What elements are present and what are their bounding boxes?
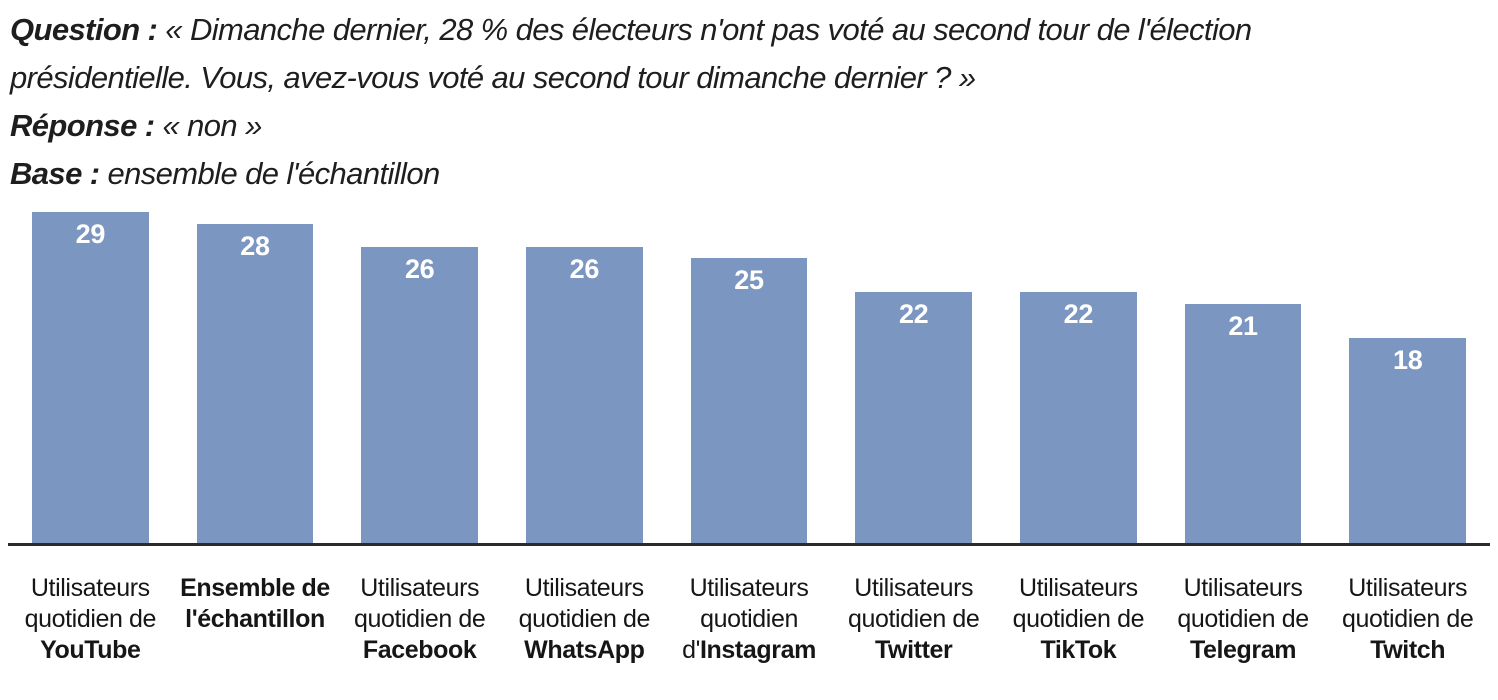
x-axis-label-segment: Utilisateurs (360, 574, 480, 602)
x-axis-label-segment: quotidien de (518, 605, 651, 633)
x-axis-label-segment: quotidien de (847, 605, 980, 633)
bar-column: 21 (1161, 212, 1326, 543)
x-axis-label-segment: Facebook (362, 636, 477, 664)
x-axis-line (8, 543, 1490, 546)
x-axis-label-segment: Utilisateurs (854, 574, 974, 602)
x-axis-label: Ensemble de l'échantillon (173, 573, 338, 666)
x-axis-label-segment: TikTok (1040, 636, 1117, 664)
x-axis-label: Utilisateurs quotidien de Twitch (1325, 573, 1490, 666)
x-axis-label-segment: Utilisateurs (689, 574, 809, 602)
x-axis-label-segment: Ensemble de (180, 574, 330, 602)
x-axis-label-segment: WhatsApp (524, 636, 645, 664)
x-axis-label-segment: Utilisateurs (524, 574, 644, 602)
bar: 26 (525, 246, 643, 543)
plot-area: 29 28 26 26 25 22 22 21 18 (0, 212, 1498, 543)
x-axis-label-segment: Utilisateurs (1183, 574, 1303, 602)
x-axis-label: Utilisateurs quotidien de Facebook (337, 573, 502, 666)
bar-column: 22 (831, 212, 996, 543)
bar-value-label: 21 (1228, 310, 1258, 341)
base-line: Base : ensemble de l'échantillon (10, 150, 1484, 198)
x-axis-label-segment: quotidien de (1341, 605, 1474, 633)
x-axis-label-segment: Twitter (875, 636, 953, 664)
x-axis-label-segment: YouTube (40, 636, 141, 664)
x-axis-label-segment: quotidien de (1012, 605, 1145, 633)
x-axis-labels: Utilisateurs quotidien de YouTube Ensemble … (0, 573, 1498, 666)
x-axis-label-segment: Utilisateurs (1018, 574, 1138, 602)
x-axis-label: Utilisateurs quotidien de Telegram (1161, 573, 1326, 666)
bar-value-label: 18 (1392, 344, 1423, 375)
question-text: « Dimanche dernier, 28 % des électeurs n… (10, 12, 1252, 95)
x-axis-label-segment: Twitch (1370, 636, 1446, 664)
x-axis-label-segment: Utilisateurs (30, 574, 150, 602)
bar-column: 28 (173, 212, 338, 543)
x-axis-label-segment: Utilisateurs (1348, 574, 1468, 602)
bar-column: 26 (337, 212, 502, 543)
reponse-text: « non » (162, 108, 262, 143)
x-axis-label: Utilisateurs quotidien de Twitter (831, 573, 996, 666)
x-axis-label: Utilisateurs quotidien de YouTube (8, 573, 173, 666)
bar: 22 (855, 292, 973, 543)
bar: 18 (1349, 337, 1467, 543)
x-axis-label-segment: d' (682, 636, 701, 664)
bar-chart: 29 28 26 26 25 22 22 21 18 Utilisateurs quotidien… (0, 212, 1498, 666)
bar-value-label: 22 (898, 299, 929, 330)
bar: 21 (1184, 303, 1302, 543)
base-text: ensemble de l'échantillon (107, 156, 440, 191)
question-label: Question : (10, 12, 158, 47)
x-axis-label: Utilisateurs quotidien d'Instagram (667, 573, 832, 666)
bar-column: 18 (1325, 212, 1490, 543)
x-axis-label-segment: quotidien de (24, 605, 157, 633)
bar-column: 25 (667, 212, 832, 543)
x-axis-label-segment: Telegram (1189, 636, 1297, 664)
x-axis-label-segment: quotidien de (353, 605, 486, 633)
base-label: Base : (10, 156, 100, 191)
bar: 28 (196, 223, 314, 543)
bar-column: 29 (8, 212, 173, 543)
bar-value-label: 25 (734, 265, 764, 295)
x-axis-label-segment: Instagram (700, 636, 816, 664)
bar: 29 (31, 212, 149, 543)
question-line: Question : « Dimanche dernier, 28 % des … (10, 6, 1275, 102)
x-axis-label-segment: quotidien de (1177, 605, 1309, 633)
x-axis-label: Utilisateurs quotidien de TikTok (996, 573, 1161, 666)
x-axis-label: Utilisateurs quotidien de WhatsApp (502, 573, 667, 666)
bar: 25 (690, 258, 808, 543)
bar: 26 (361, 246, 479, 543)
bar-value-label: 26 (569, 253, 600, 284)
bar-value-label: 26 (404, 253, 435, 284)
bar-value-label: 29 (75, 219, 106, 250)
x-axis-label-segment: quotidien (700, 605, 798, 633)
reponse-line: Réponse : « non » (10, 102, 1484, 150)
bar-column: 26 (502, 212, 667, 543)
bar-value-label: 22 (1063, 299, 1094, 330)
x-axis-label-segment: l'échantillon (185, 605, 325, 633)
chart-header: Question : « Dimanche dernier, 28 % des … (0, 6, 1498, 198)
bar-value-label: 28 (240, 230, 270, 261)
bar: 22 (1019, 292, 1137, 543)
reponse-label: Réponse : (10, 108, 155, 143)
bar-column: 22 (996, 212, 1161, 543)
